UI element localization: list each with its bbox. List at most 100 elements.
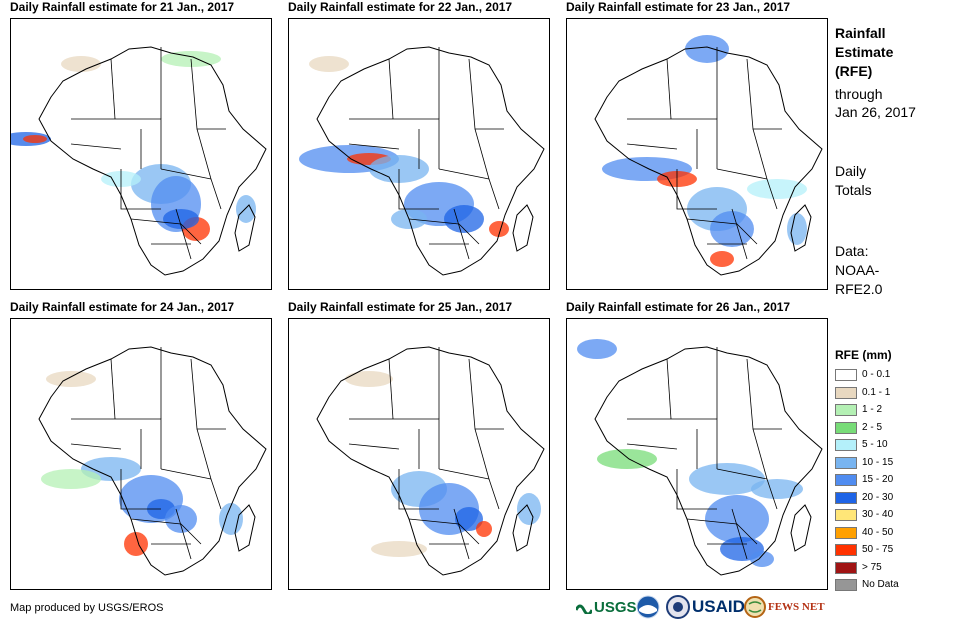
country-border (752, 428, 778, 510)
rainfall-area (689, 463, 765, 495)
legend-swatch (835, 509, 857, 521)
legend-label: 2 - 5 (862, 421, 883, 433)
rainfall-map (566, 318, 828, 590)
data-source-line2: NOAA- (835, 262, 880, 278)
country-border (686, 518, 758, 545)
rainfall-map (10, 18, 272, 290)
legend-label: 20 - 30 (862, 491, 894, 503)
country-border (175, 208, 192, 260)
legend-swatch (835, 544, 857, 556)
country-border (196, 128, 222, 210)
panel-23-jan: Daily Rainfall estimate for 23 Jan., 201… (556, 0, 828, 300)
rainfall-area (345, 371, 393, 387)
country-border (120, 169, 161, 210)
rainfall-area (371, 541, 427, 557)
rainfall-map (288, 318, 550, 590)
legend-swatch (835, 456, 857, 469)
rfe-title-line3: (RFE) (835, 63, 873, 79)
country-border (70, 143, 122, 150)
map-canvas (567, 319, 827, 589)
madagascar-outline (790, 504, 812, 552)
legend-swatch (835, 491, 857, 504)
africa-outline (316, 346, 545, 576)
rainfall-area (597, 449, 657, 469)
africa-outline (38, 346, 267, 576)
noaa-logo (636, 594, 660, 620)
country-border (120, 469, 161, 510)
rainfall-area (236, 195, 256, 223)
country-border (388, 58, 394, 120)
legend-swatch (835, 386, 857, 399)
legend-swatch (835, 421, 857, 434)
legend-item: 0.1 - 1 (835, 386, 945, 402)
legend-swatch (835, 474, 857, 486)
legend-swatch (835, 561, 857, 574)
legend-swatch (835, 579, 857, 591)
legend-item: 50 - 75 (835, 543, 945, 559)
rainfall-area (577, 339, 617, 359)
panel-title: Daily Rainfall estimate for 21 Jan., 201… (10, 0, 235, 14)
map-canvas (567, 19, 827, 289)
country-border (70, 443, 122, 450)
legend-item: 10 - 15 (835, 456, 945, 472)
country-border (453, 508, 470, 560)
country-border (160, 168, 212, 180)
rainfall-area (165, 505, 197, 533)
data-source-line3: RFE2.0 (835, 281, 883, 297)
usaid-label: USAID (692, 597, 745, 616)
legend-label: > 75 (862, 561, 882, 573)
rainfall-area (685, 35, 729, 63)
country-border (474, 128, 500, 210)
rainfall-area (489, 221, 509, 237)
country-border (196, 428, 222, 510)
usaid-logo: USAID (692, 594, 745, 620)
state-seal-icon (666, 595, 690, 619)
rainfall-area (750, 551, 774, 567)
rainfall-area (710, 251, 734, 267)
country-border (666, 358, 672, 420)
panel-title: Daily Rainfall estimate for 25 Jan., 201… (288, 300, 513, 314)
madagascar-outline (790, 204, 812, 252)
legend-item: No Data (835, 578, 945, 594)
rainfall-area (710, 211, 754, 247)
country-border (676, 469, 717, 510)
madagascar-outline (512, 504, 534, 552)
country-border (716, 468, 768, 480)
legend-item: 1 - 2 (835, 403, 945, 419)
data-source-line1: Data: (835, 243, 869, 259)
usgs-logo: USGS (576, 594, 637, 620)
madagascar-outline (234, 204, 256, 252)
legend-item: > 75 (835, 561, 945, 577)
panel-25-jan: Daily Rainfall estimate for 25 Jan., 201… (278, 300, 550, 600)
madagascar-outline (512, 204, 534, 252)
country-border (626, 143, 678, 150)
panel-title: Daily Rainfall estimate for 22 Jan., 201… (288, 0, 513, 14)
panel-title: Daily Rainfall estimate for 24 Jan., 201… (10, 300, 235, 314)
country-border (453, 208, 470, 260)
legend-swatch (835, 526, 857, 539)
rainfall-area (23, 135, 47, 143)
country-border (716, 168, 768, 180)
country-border (398, 469, 439, 510)
fewsnet-globe-icon (744, 596, 766, 618)
rfe-title-line1: Rainfall (835, 25, 886, 41)
dos-seal-logo (666, 594, 690, 620)
rainfall-map (10, 318, 272, 590)
usgs-wave-icon (576, 604, 592, 614)
rainfall-area (476, 521, 492, 537)
rainfall-area (444, 205, 484, 233)
country-border (398, 169, 439, 210)
legend-label: No Data (862, 579, 899, 590)
panel-title: Daily Rainfall estimate for 26 Jan., 201… (566, 300, 791, 314)
country-border (408, 518, 480, 545)
country-border (388, 358, 394, 420)
legend-item: 15 - 20 (835, 473, 945, 489)
country-border (408, 218, 480, 245)
daily-totals-line1: Daily (835, 163, 867, 179)
country-border (438, 468, 490, 480)
africa-outline (38, 46, 267, 276)
panel-22-jan: Daily Rainfall estimate for 22 Jan., 201… (278, 0, 550, 300)
africa-outline (316, 46, 545, 276)
panel-title: Daily Rainfall estimate for 23 Jan., 201… (566, 0, 791, 14)
rainfall-area (309, 56, 349, 72)
